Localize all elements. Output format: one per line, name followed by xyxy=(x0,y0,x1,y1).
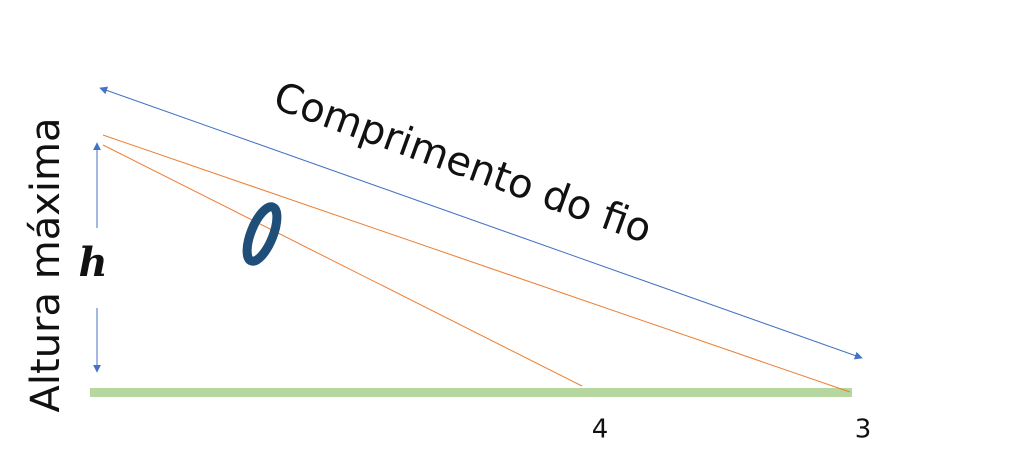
mark-label: 4 xyxy=(592,415,609,445)
ground xyxy=(90,388,852,397)
length-label: Comprimento do fio xyxy=(268,73,658,252)
height-symbol: h xyxy=(78,239,107,286)
mark-label: 3 xyxy=(855,415,872,445)
height-label: Altura máxima xyxy=(23,118,69,413)
ring xyxy=(242,202,282,266)
length-arrow xyxy=(99,86,863,360)
